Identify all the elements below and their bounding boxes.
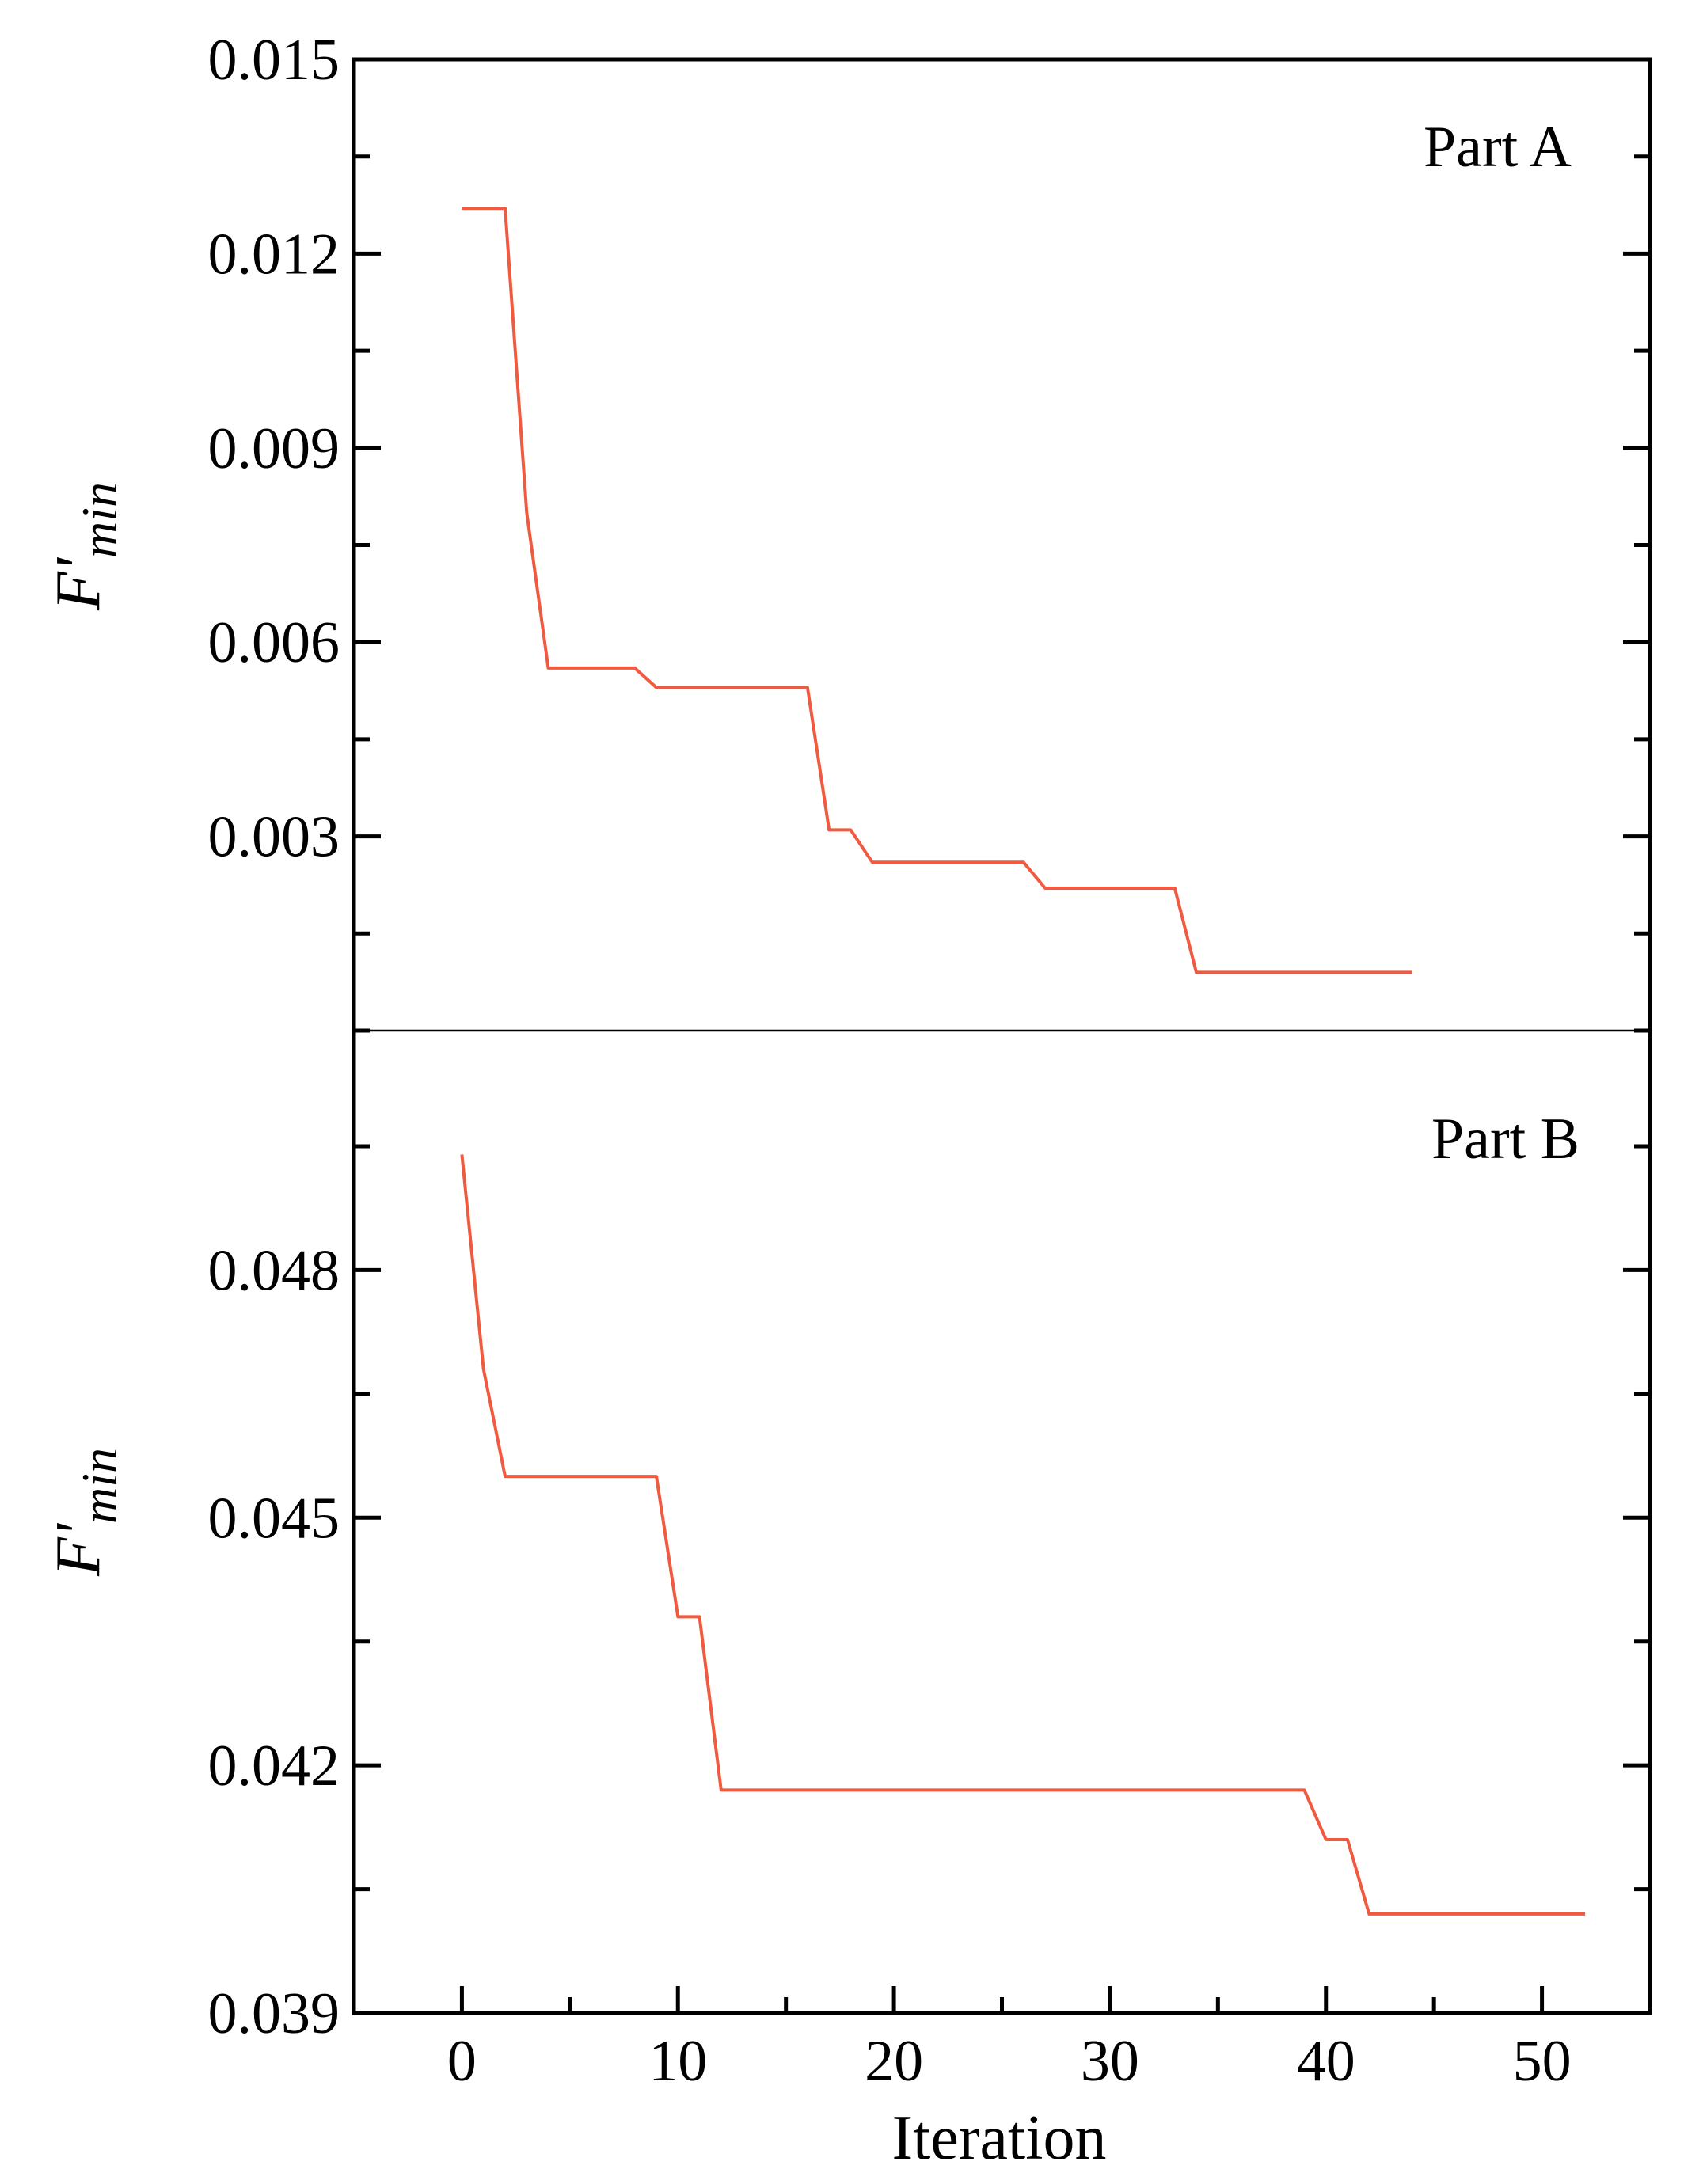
x-tick-label: 10	[648, 2029, 707, 2094]
panel-b-y-tick-label: 0.039	[208, 1981, 340, 2046]
svg-text:F'min: F'min	[44, 482, 127, 611]
panel-b-y-axis-title-main: F'	[44, 1522, 113, 1577]
panel-b-series-line	[460, 1154, 1586, 1916]
panel-b: Part B 0.039 0.042 0.045 0.048 F'min	[44, 1107, 1650, 2046]
panel-b-y-tick-label: 0.048	[208, 1238, 340, 1303]
panel-a-y-tick-label: 0.003	[208, 805, 340, 870]
x-tick-label: 0	[447, 2029, 477, 2094]
panel-a-y-axis-title-main: F'	[44, 556, 113, 611]
panel-a: Part A 0.003 0.006 0.009 0.012 0.015 F'min	[44, 28, 1650, 1033]
x-tick-label: 50	[1513, 2029, 1572, 2094]
panel-a-y-ticks	[354, 57, 1650, 1033]
panel-a-label: Part A	[1424, 115, 1572, 180]
panel-b-y-tick-labels: 0.039 0.042 0.045 0.048	[208, 1238, 340, 2046]
x-tick-label: 20	[865, 2029, 923, 2094]
panel-a-series-line	[462, 207, 1412, 974]
plot-frame	[352, 57, 1652, 2015]
panel-a-y-tick-label: 0.009	[208, 416, 340, 481]
panel-a-y-tick-label: 0.006	[208, 610, 340, 675]
x-axis-title: Iteration	[892, 2103, 1107, 2173]
x-axis-tick-labels: 0 10 20 30 40 50	[447, 2029, 1572, 2094]
panel-a-y-axis-title-sub: min	[71, 482, 127, 558]
panel-b-y-tick-label: 0.045	[208, 1486, 340, 1551]
x-axis-ticks	[459, 1986, 1545, 2013]
panel-b-y-tick-label: 0.042	[208, 1734, 340, 1798]
panel-a-y-tick-labels: 0.003 0.006 0.009 0.012 0.015	[208, 28, 340, 870]
panel-a-y-axis-title: F'min	[44, 482, 127, 611]
panel-a-y-tick-label: 0.015	[208, 28, 340, 93]
panel-b-y-axis-title-sub: min	[71, 1448, 127, 1524]
panel-b-label: Part B	[1431, 1107, 1579, 1172]
x-tick-label: 40	[1297, 2029, 1355, 2094]
panel-b-y-ticks	[354, 1144, 1650, 2015]
panel-a-y-tick-label: 0.012	[208, 222, 340, 287]
panel-b-y-axis-title: F'min	[44, 1448, 127, 1577]
x-tick-label: 30	[1081, 2029, 1139, 2094]
svg-text:F'min: F'min	[44, 1448, 127, 1577]
